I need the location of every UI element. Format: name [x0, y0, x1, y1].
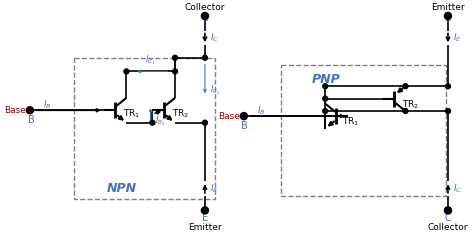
Text: $I_{C_2}$: $I_{C_2}$ [210, 84, 220, 97]
Text: E: E [445, 13, 451, 23]
Circle shape [240, 113, 247, 120]
Bar [281, 65, 446, 196]
Circle shape [124, 69, 129, 74]
Text: TR$_1$: TR$_1$ [342, 116, 359, 128]
Text: Collector: Collector [185, 3, 225, 12]
Text: TR$_1$: TR$_1$ [123, 108, 141, 121]
Text: Base: Base [4, 106, 26, 115]
Text: $I_E$: $I_E$ [453, 31, 462, 44]
Circle shape [323, 109, 328, 113]
Text: Emitter: Emitter [431, 3, 465, 12]
Text: E: E [202, 213, 208, 223]
Text: B: B [27, 115, 34, 125]
Text: C: C [201, 13, 208, 23]
Text: $I_{C_1}$: $I_{C_1}$ [146, 54, 156, 67]
Text: $I_C$: $I_C$ [210, 31, 219, 44]
Text: $I_B$: $I_B$ [257, 104, 265, 117]
Text: B: B [241, 121, 248, 131]
Circle shape [201, 13, 209, 19]
Text: $I_B$: $I_B$ [43, 98, 52, 111]
Text: $I_{B_2}$: $I_{B_2}$ [155, 115, 166, 128]
Circle shape [173, 69, 177, 74]
Circle shape [446, 109, 450, 113]
Circle shape [403, 109, 408, 113]
Circle shape [201, 207, 209, 214]
Circle shape [27, 107, 33, 114]
Circle shape [202, 55, 207, 60]
Circle shape [202, 120, 207, 125]
Circle shape [173, 55, 177, 60]
Circle shape [150, 120, 155, 125]
Text: Emitter: Emitter [188, 223, 222, 232]
Circle shape [323, 96, 328, 101]
Circle shape [445, 13, 451, 19]
Circle shape [446, 84, 450, 89]
Circle shape [445, 207, 451, 214]
Text: $I_E$: $I_E$ [210, 183, 219, 195]
Text: $I_C$: $I_C$ [453, 183, 462, 195]
Text: TR$_2$: TR$_2$ [172, 108, 189, 121]
Text: NPN: NPN [107, 182, 137, 194]
Text: PNP: PNP [312, 73, 341, 86]
Text: Base: Base [218, 112, 240, 121]
Text: TR$_2$: TR$_2$ [402, 98, 419, 111]
Text: Collector: Collector [428, 223, 468, 232]
Circle shape [323, 84, 328, 89]
Text: C: C [445, 213, 451, 223]
Bar [73, 58, 215, 199]
Circle shape [403, 84, 408, 89]
